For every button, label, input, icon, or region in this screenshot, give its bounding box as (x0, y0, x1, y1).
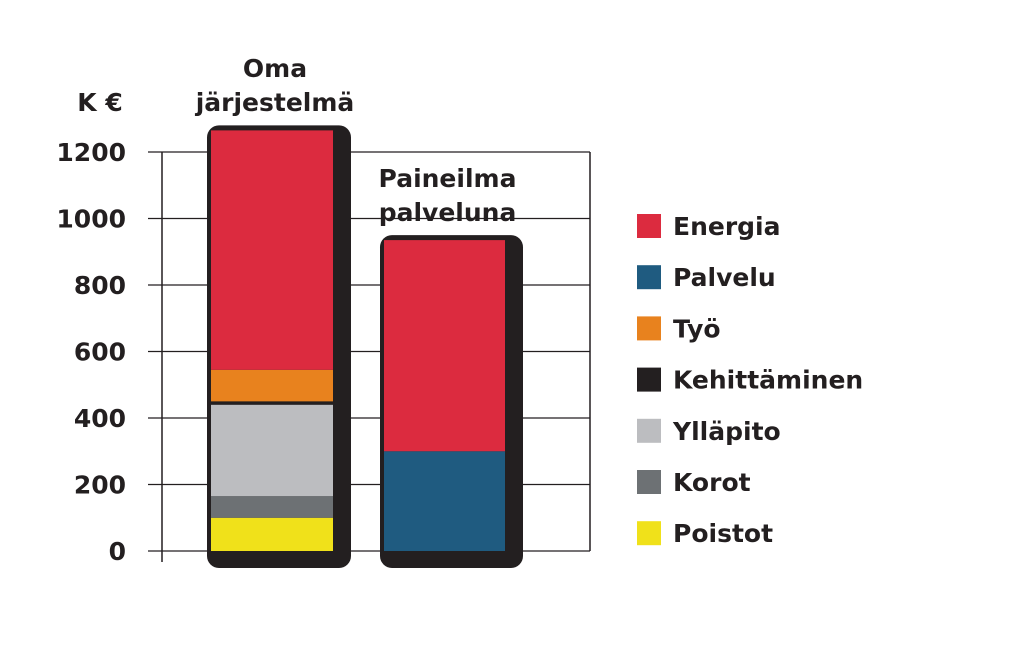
legend-label: Poistot (673, 519, 773, 548)
legend-swatch (637, 367, 661, 392)
legend-label: Palvelu (673, 263, 776, 292)
y-tick-label: 400 (74, 404, 126, 433)
y-tick-label: 200 (74, 471, 126, 500)
y-tick-label: 0 (109, 537, 126, 566)
legend-label: Ylläpito (672, 417, 781, 446)
y-tick-label: 1000 (56, 205, 126, 234)
bar-segment (211, 517, 333, 551)
category-label: Paineilma palveluna (378, 164, 517, 228)
bar-segment (211, 496, 333, 518)
legend-swatch (637, 470, 661, 494)
bar-segment (384, 451, 505, 551)
category-label: Oma järjestelmä (195, 54, 355, 118)
legend-label: Kehittäminen (673, 366, 863, 395)
legend-swatch (637, 316, 661, 341)
bar-segment (384, 240, 505, 452)
legend-label: Korot (673, 468, 751, 497)
legend-swatch (637, 265, 661, 290)
bar-segment (211, 401, 333, 405)
y-tick-label: 1200 (56, 138, 126, 167)
bar-segment (211, 130, 333, 370)
legend-swatch (637, 418, 661, 443)
y-tick-label: 800 (74, 271, 126, 300)
y-tick-label: 600 (74, 338, 126, 367)
legend-swatch (637, 521, 661, 546)
y-axis-label: K € (77, 88, 122, 117)
bar-segment (211, 369, 333, 402)
legend-swatch (637, 214, 661, 238)
legend-label: Työ (673, 314, 721, 343)
legend-label: Energia (673, 212, 781, 241)
bar-segment (211, 404, 333, 497)
